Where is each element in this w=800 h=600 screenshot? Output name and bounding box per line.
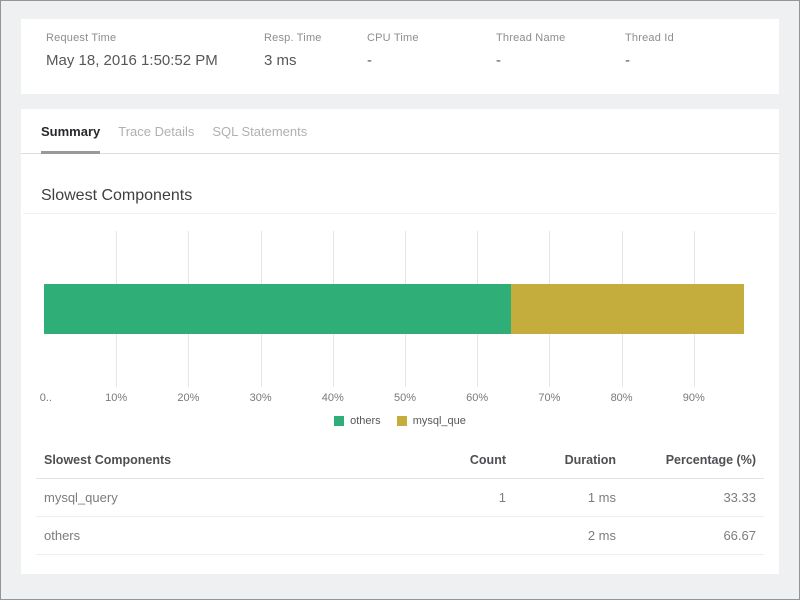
- tab-summary[interactable]: Summary: [41, 109, 101, 154]
- field-value: -: [496, 52, 501, 69]
- col-header-duration: Duration: [564, 452, 616, 467]
- field-value: -: [625, 52, 630, 69]
- table-row: mysql_query 1 1 ms 33.33: [36, 479, 764, 517]
- cell-component: mysql_query: [44, 490, 118, 505]
- request-summary-card: Request Time May 18, 2016 1:50:52 PM Res…: [21, 19, 779, 94]
- col-header-count: Count: [469, 452, 506, 467]
- tab-sql-statements[interactable]: SQL Statements: [212, 124, 308, 139]
- legend-item-mysql_que[interactable]: mysql_que: [396, 415, 466, 427]
- panel-title: Slowest Components: [41, 187, 193, 204]
- col-header-component: Slowest Components: [44, 452, 172, 467]
- x-axis-tick: 60%: [466, 392, 489, 404]
- field-cpu-time: CPU Time -: [367, 32, 496, 94]
- field-label: CPU Time: [367, 32, 419, 44]
- x-axis-tick: 0..: [39, 392, 52, 404]
- field-label: Thread Name: [496, 32, 566, 44]
- cell-duration: 1 ms: [587, 490, 616, 505]
- field-label: Resp. Time: [264, 32, 322, 44]
- legend-item-others[interactable]: others: [334, 415, 381, 427]
- divider: [23, 213, 777, 214]
- legend-swatch: [334, 416, 345, 426]
- trace-detail-card: Summary Trace Details SQL Statements Slo…: [21, 109, 779, 574]
- cell-duration: 2 ms: [587, 528, 616, 543]
- cell-percentage: 66.67: [723, 528, 756, 543]
- legend-label: mysql_que: [412, 415, 466, 427]
- bar-segment-mysql_que[interactable]: [510, 284, 744, 334]
- bar-segment-others[interactable]: [44, 284, 511, 334]
- x-axis: 0.. 10% 20% 30% 40% 50% 60% 70% 80% 90%: [40, 392, 744, 406]
- field-label: Request Time: [46, 32, 117, 44]
- x-axis-tick: 50%: [393, 392, 416, 404]
- field-value: -: [367, 52, 372, 69]
- chart-legend: others mysql_que: [21, 415, 779, 427]
- cell-count: 1: [498, 490, 506, 505]
- cell-component: others: [44, 528, 81, 543]
- field-resp-time: Resp. Time 3 ms: [264, 32, 367, 94]
- legend-label: others: [350, 415, 381, 427]
- slowest-components-table: Slowest Components Count Duration Percen…: [36, 441, 764, 555]
- x-axis-tick: 40%: [321, 392, 344, 404]
- slowest-components-chart: 0.. 10% 20% 30% 40% 50% 60% 70% 80% 90%: [40, 231, 744, 404]
- field-thread-id: Thread Id -: [625, 32, 674, 94]
- table-header-row: Slowest Components Count Duration Percen…: [36, 441, 764, 479]
- table-row: others 2 ms 66.67: [36, 517, 764, 555]
- x-axis-tick: 20%: [177, 392, 200, 404]
- col-header-percentage: Percentage (%): [665, 452, 756, 467]
- x-axis-tick: 10%: [105, 392, 128, 404]
- field-value: May 18, 2016 1:50:52 PM: [46, 52, 218, 69]
- tab-trace-details[interactable]: Trace Details: [118, 124, 195, 139]
- x-axis-tick: 90%: [682, 392, 705, 404]
- x-axis-tick: 30%: [249, 392, 272, 404]
- field-value: 3 ms: [264, 52, 297, 69]
- field-request-time: Request Time May 18, 2016 1:50:52 PM: [46, 32, 264, 94]
- field-thread-name: Thread Name -: [496, 32, 625, 94]
- x-axis-tick: 80%: [610, 392, 633, 404]
- x-axis-tick: 70%: [538, 392, 561, 404]
- tab-bar: Summary Trace Details SQL Statements: [21, 109, 779, 154]
- field-label: Thread Id: [625, 32, 674, 44]
- legend-swatch: [396, 416, 407, 426]
- cell-percentage: 33.33: [723, 490, 756, 505]
- stacked-bar: [44, 284, 744, 334]
